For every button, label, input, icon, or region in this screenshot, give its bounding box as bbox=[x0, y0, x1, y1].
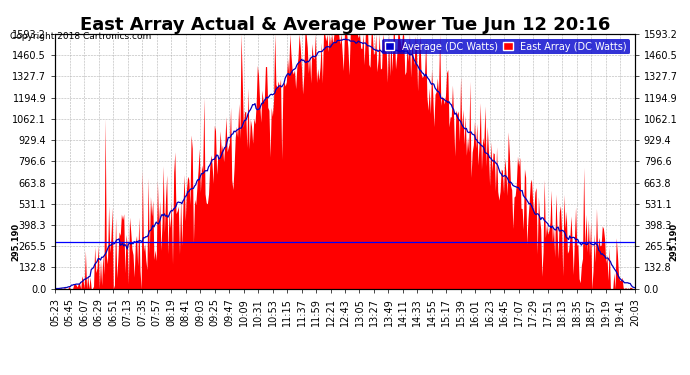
Text: 295.190: 295.190 bbox=[669, 222, 678, 261]
Text: 295.190: 295.190 bbox=[12, 222, 21, 261]
Text: Copyright 2018 Cartronics.com: Copyright 2018 Cartronics.com bbox=[10, 32, 152, 41]
Title: East Array Actual & Average Power Tue Jun 12 20:16: East Array Actual & Average Power Tue Ju… bbox=[80, 16, 610, 34]
Legend: Average (DC Watts), East Array (DC Watts): Average (DC Watts), East Array (DC Watts… bbox=[382, 39, 630, 54]
